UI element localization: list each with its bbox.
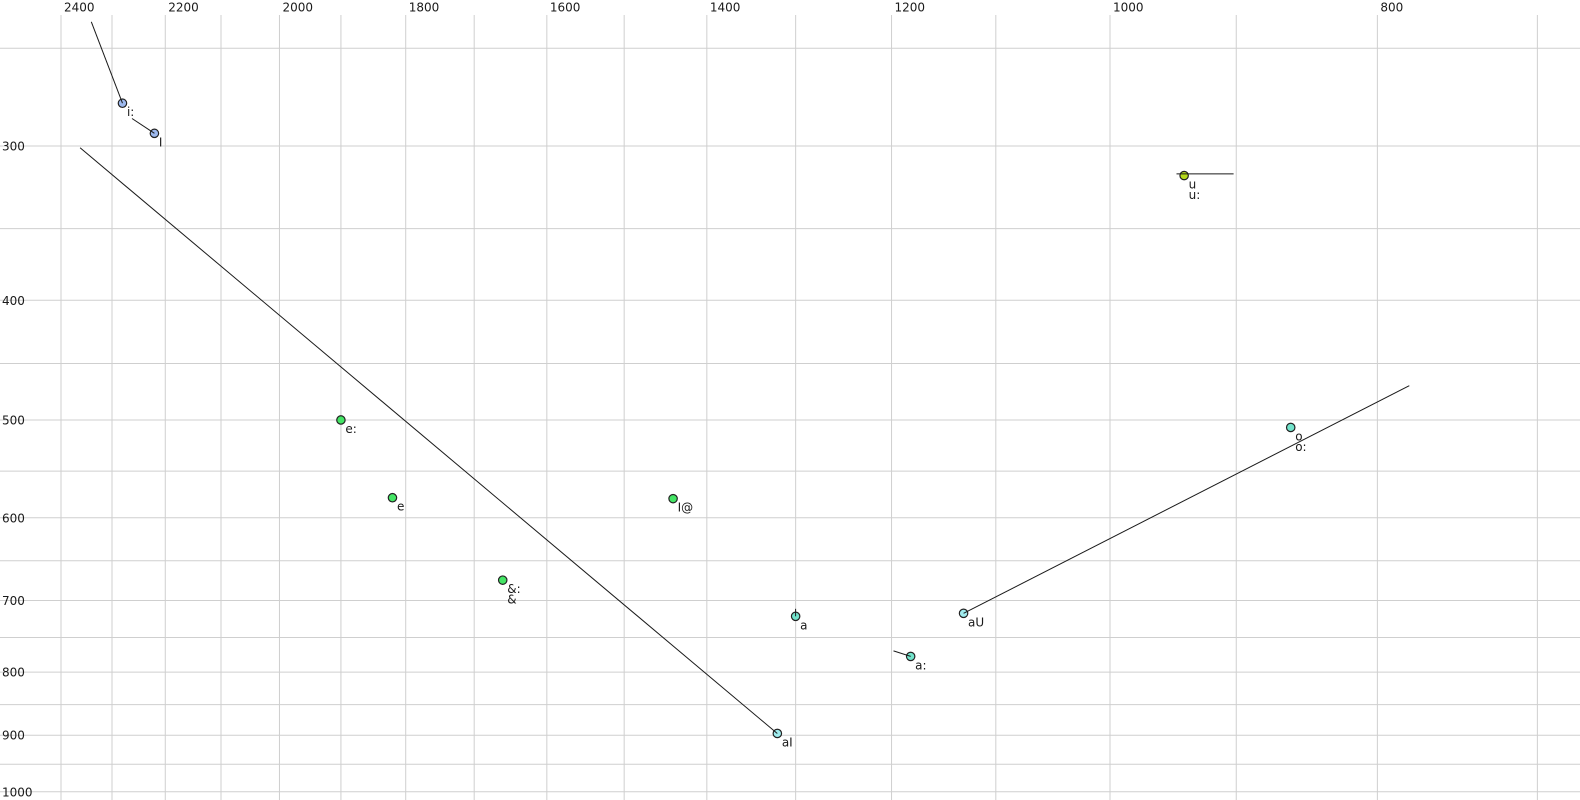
vowel-label-a: a — [800, 618, 807, 632]
x-axis-tick-label: 1600 — [550, 1, 581, 15]
vowel-label-aI: aI — [782, 735, 793, 749]
y-axis-tick-label: 400 — [2, 294, 25, 308]
x-axis-tick-label: 2000 — [282, 1, 313, 15]
vowel-label-I: I — [159, 135, 163, 149]
y-axis-tick-label: 700 — [2, 594, 25, 608]
vowel-label-I@: I@ — [678, 501, 694, 515]
vowel-label-u:: u: — [1189, 188, 1201, 202]
vowel-point-i: — [117, 98, 128, 109]
vowel-label-e: e — [397, 500, 404, 514]
x-axis-tick-label: 1200 — [895, 1, 926, 15]
vowel-point-u — [1179, 170, 1189, 181]
vowel-point-aU — [958, 608, 969, 619]
vowel-label-&:: &: — [507, 582, 520, 596]
trajectory-I — [131, 118, 155, 134]
vowel-label-a:: a: — [915, 658, 926, 672]
vowel-point-I — [149, 128, 160, 139]
x-axis-tick-label: 1800 — [409, 1, 440, 15]
x-axis-tick-label: 1400 — [710, 1, 741, 15]
vowel-point-I@ — [668, 493, 678, 504]
vowel-label-o: o — [1295, 429, 1302, 443]
y-axis-tick-label: 1000 — [2, 785, 33, 799]
y-axis-tick-label: 800 — [2, 666, 25, 680]
x-axis-tick-label: 1000 — [1113, 1, 1144, 15]
vowel-label-aU: aU — [968, 615, 984, 629]
y-axis-tick-label: 500 — [2, 413, 25, 427]
vowel-point-e: — [336, 415, 346, 425]
vowel-label-o:: o: — [1295, 440, 1306, 454]
trajectory-aI — [79, 147, 778, 734]
x-axis-tick-label: 2200 — [168, 1, 199, 15]
y-axis-tick-label: 300 — [2, 140, 25, 154]
vowel-label-e:: e: — [345, 422, 356, 436]
vowel-label-&: & — [507, 593, 516, 607]
vowel-point-e — [387, 492, 398, 503]
x-axis-tick-label: 800 — [1380, 1, 1403, 15]
vowel-point-o — [1285, 422, 1296, 433]
vowel-label-i:: i: — [127, 105, 134, 119]
y-axis-tick-label: 900 — [2, 729, 25, 743]
trajectory-i: — [90, 21, 123, 104]
trajectory-a: — [893, 650, 911, 657]
vowel-point-&: — [497, 575, 508, 585]
y-axis-tick-label: 600 — [2, 511, 25, 525]
trajectory-aU — [963, 385, 1410, 614]
x-axis-tick-label: 2400 — [64, 1, 95, 15]
vowel-label-u: u — [1189, 178, 1197, 192]
